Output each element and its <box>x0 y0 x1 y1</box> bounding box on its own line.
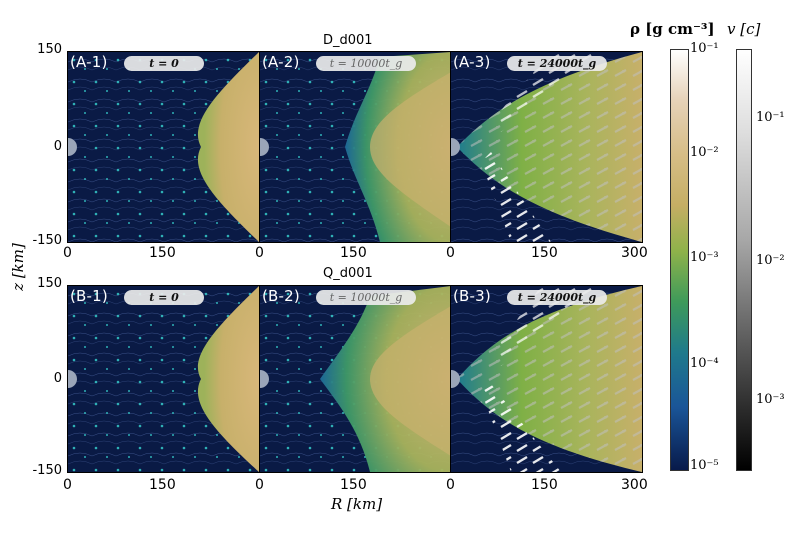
x-tick-a-150c: 150 <box>531 245 558 261</box>
density-tick-2: 10⁻² <box>690 145 719 160</box>
density-tick-5: 10⁻⁵ <box>690 458 719 473</box>
x-tick-a-0: 0 <box>63 245 72 261</box>
velocity-tick-2: 10⁻² <box>756 253 785 268</box>
density-tick-4: 10⁻⁴ <box>690 356 719 371</box>
density-tick-1: 10⁻¹ <box>690 41 719 56</box>
x-tick-a-300: 300 <box>621 245 648 261</box>
panel-a2-label: (A-2) <box>262 53 300 71</box>
y-tick-a-bottom: -150 <box>32 233 62 248</box>
panel-b2: (B-2) t = 10000t_g <box>259 285 452 473</box>
x-tick-a-150: 150 <box>149 245 176 261</box>
density-tick-3: 10⁻³ <box>690 250 719 265</box>
x-tick-b-150: 150 <box>149 477 176 493</box>
x-tick-a-0c: 0 <box>446 245 455 261</box>
panel-b1: (B-1) t = 0 <box>67 285 260 473</box>
panel-a1-time: t = 0 <box>124 56 204 71</box>
y-tick-a-mid: 0 <box>53 139 62 154</box>
panel-a1: (A-1) t = 0 <box>67 51 260 243</box>
velocity-tick-1: 10⁻¹ <box>756 110 785 125</box>
panel-a1-label: (A-1) <box>70 53 108 71</box>
panel-a3-label: (A-3) <box>453 53 491 71</box>
panel-b3-label: (B-3) <box>453 287 491 305</box>
x-tick-b-150c: 150 <box>531 477 558 493</box>
x-tick-b-0b: 0 <box>255 477 264 493</box>
velocity-tick-3: 10⁻³ <box>756 392 785 407</box>
panel-a3: (A-3) t = 24000t_g <box>450 51 643 243</box>
x-tick-b-300: 300 <box>621 477 648 493</box>
x-tick-b-0c: 0 <box>446 477 455 493</box>
row-a-title: D_d001 <box>323 33 373 48</box>
panel-a2-time: t = 10000t_g <box>316 56 416 71</box>
x-tick-b-0: 0 <box>63 477 72 493</box>
y-tick-a-top: 150 <box>37 42 62 57</box>
x-tick-a-0b: 0 <box>255 245 264 261</box>
panel-a3-time: t = 24000t_g <box>507 56 607 71</box>
density-colorbar <box>670 49 689 471</box>
velocity-colorbar <box>736 49 752 471</box>
x-tick-b-150b: 150 <box>340 477 367 493</box>
x-axis-label: R [km] <box>331 495 383 513</box>
panel-a2: (A-2) t = 10000t_g <box>259 51 452 243</box>
panel-b3-time: t = 24000t_g <box>507 290 607 305</box>
panel-b2-time: t = 10000t_g <box>316 290 416 305</box>
y-tick-b-bottom: -150 <box>32 463 62 478</box>
panel-b3: (B-3) t = 24000t_g <box>450 285 643 473</box>
panel-b2-label: (B-2) <box>262 287 300 305</box>
velocity-colorbar-title: v [c] <box>727 20 761 38</box>
y-tick-b-top: 150 <box>37 276 62 291</box>
density-colorbar-title: ρ [g cm⁻³] <box>630 20 715 38</box>
panel-b1-time: t = 0 <box>124 290 204 305</box>
y-tick-b-mid: 0 <box>53 371 62 386</box>
x-tick-a-150b: 150 <box>340 245 367 261</box>
panel-b1-label: (B-1) <box>70 287 108 305</box>
row-b-title: Q_d001 <box>323 266 373 281</box>
